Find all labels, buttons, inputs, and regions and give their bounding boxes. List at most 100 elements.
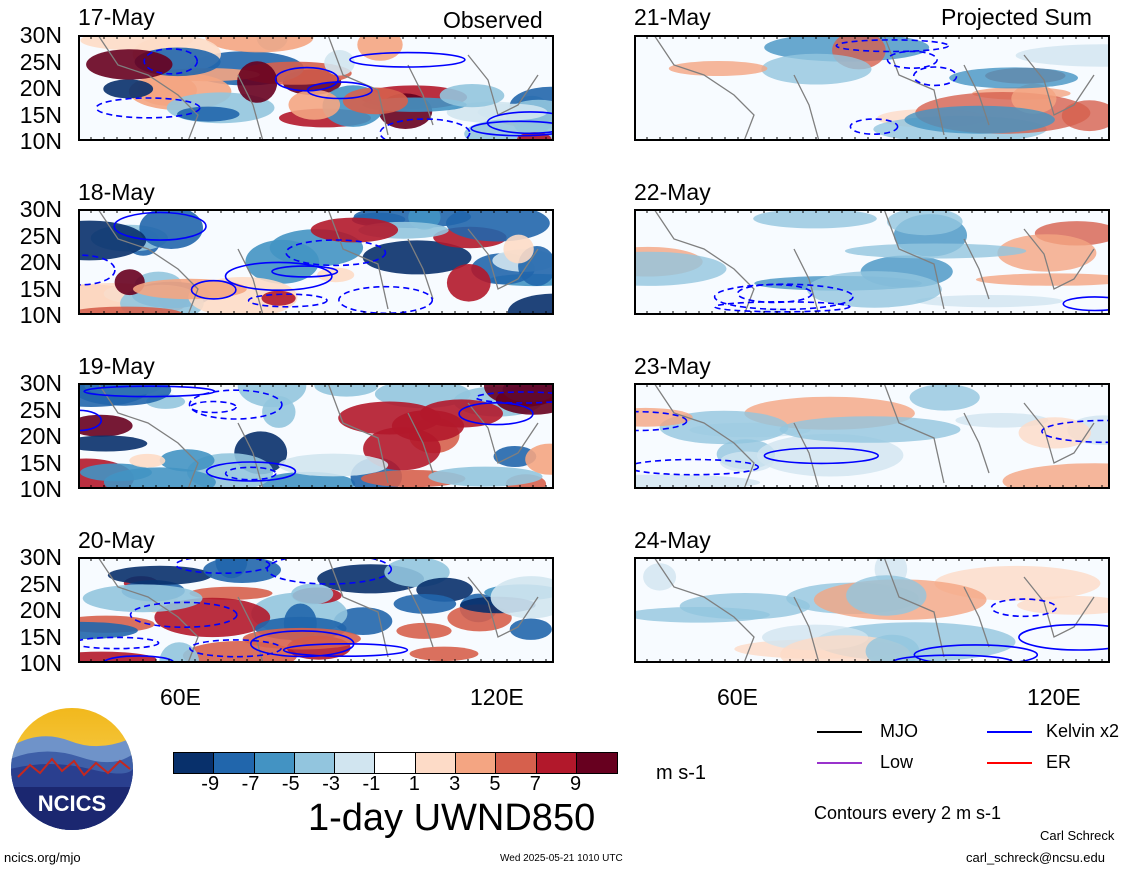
kelvin-contour (190, 279, 237, 300)
anomaly-shading (634, 251, 727, 286)
panel-title-observed: Observed (443, 7, 543, 33)
panel-date-1: 17-May (78, 4, 155, 30)
anomaly-shading (668, 61, 768, 76)
y-tick-label: 15N (19, 275, 62, 302)
map-panel-22-may (634, 209, 1110, 315)
colorbar (173, 752, 619, 774)
legend-label-low: Low (880, 752, 914, 772)
anomaly-shading (865, 634, 920, 663)
y-tick-label: 25N (19, 48, 62, 75)
coastline (653, 383, 1095, 489)
anomaly-shading (844, 243, 1027, 259)
kelvin-contour (470, 120, 554, 137)
anomaly-shading (288, 89, 341, 120)
panel-date-5: 21-May (634, 4, 711, 30)
kelvin-contour (763, 447, 879, 465)
colorbar-tick-label: 9 (570, 773, 582, 795)
anomaly-shading (439, 84, 505, 108)
x-tick-60e-left: 60E (160, 684, 201, 710)
panel-title-projected: Projected Sum (941, 4, 1092, 30)
anomaly-shading (634, 474, 761, 489)
anomaly-shading (428, 466, 543, 487)
y-tick-label: 25N (19, 222, 62, 249)
y-tick-label: 20N (19, 75, 62, 101)
anomaly-shading (846, 575, 927, 616)
anomaly-shading (446, 264, 491, 302)
kelvin-contour (224, 261, 333, 292)
anomaly-shading (317, 267, 355, 283)
logo-text: NCICS (38, 791, 106, 816)
kelvin-contour (250, 630, 355, 658)
colorbar-tick-label: 3 (449, 773, 461, 795)
anomaly-shading (396, 622, 452, 639)
anomaly-shading (949, 67, 1078, 89)
anomaly-shading (80, 463, 152, 482)
map-panel-19-may (78, 383, 554, 489)
colorbar-swatch (174, 753, 215, 773)
anomaly-shading (1002, 463, 1110, 489)
legend-label-kelvin: Kelvin x2 (1046, 721, 1120, 741)
x-tick-60e-right: 60E (717, 684, 758, 710)
anomaly-shading (634, 407, 693, 427)
colorbar-swatch (335, 753, 376, 773)
anomaly-shading (189, 586, 273, 600)
x-tick-120e-right: 120E (1027, 684, 1081, 710)
anomaly-shading (391, 410, 465, 442)
chart-title: 1-day UWND850 (308, 797, 596, 839)
ncics-logo: NCICS (10, 707, 134, 831)
footer-email[interactable]: carl_schreck@ncsu.edu (966, 850, 1105, 865)
legend-label-er: ER (1046, 752, 1072, 772)
colorbar-tick-label: 1 (408, 773, 420, 795)
panel-border (634, 383, 1110, 489)
anomaly-shading (78, 621, 138, 640)
anomaly-shading (129, 453, 166, 468)
panel-border (634, 557, 1110, 663)
anomaly-shading (78, 435, 148, 452)
panel-border (634, 209, 1110, 315)
kelvin-contour (188, 389, 283, 420)
anomaly-shading (955, 413, 1049, 428)
anomaly-shading (103, 79, 154, 99)
footer-url[interactable]: ncics.org/mjo (4, 850, 81, 865)
anomaly-shading (525, 443, 554, 475)
coastline (97, 383, 539, 489)
y-tick-label: 20N (19, 597, 62, 623)
kelvin-contour (247, 293, 328, 308)
map-panel-21-may (634, 35, 1110, 141)
anomaly-shading (915, 295, 1064, 308)
panel-date-2: 18-May (78, 179, 155, 205)
anomaly-shading (262, 396, 296, 428)
kelvin-contour (475, 391, 554, 404)
kelvin-contour (736, 283, 813, 304)
panel-date-7: 23-May (634, 353, 711, 379)
kelvin-contour (1018, 623, 1110, 651)
y-tick-label: 30N (19, 544, 62, 570)
y-tick-label: 15N (19, 101, 62, 128)
colorbar-swatch (214, 753, 255, 773)
kelvin-contour (282, 643, 409, 658)
anomaly-shading (278, 453, 389, 477)
legend-line-mjo (817, 731, 862, 733)
anomaly-shading (82, 584, 203, 613)
y-tick-label: 10N (19, 302, 62, 328)
anomaly-shading (159, 449, 215, 472)
anomaly-shading (484, 383, 554, 407)
anomaly-shading (205, 35, 314, 53)
anomaly-shading (975, 273, 1110, 286)
kelvin-contour (835, 39, 950, 53)
anomaly-shading (1011, 83, 1057, 114)
anomaly-shading (203, 557, 281, 583)
y-tick-label: 30N (19, 196, 62, 222)
kelvin-contour (379, 118, 471, 141)
anomaly-shading (719, 451, 774, 473)
anomaly-shading (509, 618, 552, 640)
kelvin-contour (274, 66, 339, 92)
colorbar-swatch (294, 753, 336, 773)
kelvin-contour (95, 97, 201, 119)
x-tick-120e-left: 120E (470, 684, 524, 710)
kelvin-contour (175, 557, 271, 574)
colorbar-tick-label: -7 (241, 773, 260, 795)
y-tick-label: 30N (19, 22, 62, 48)
map-panel-23-may (634, 383, 1110, 489)
anomaly-shading (507, 293, 554, 315)
